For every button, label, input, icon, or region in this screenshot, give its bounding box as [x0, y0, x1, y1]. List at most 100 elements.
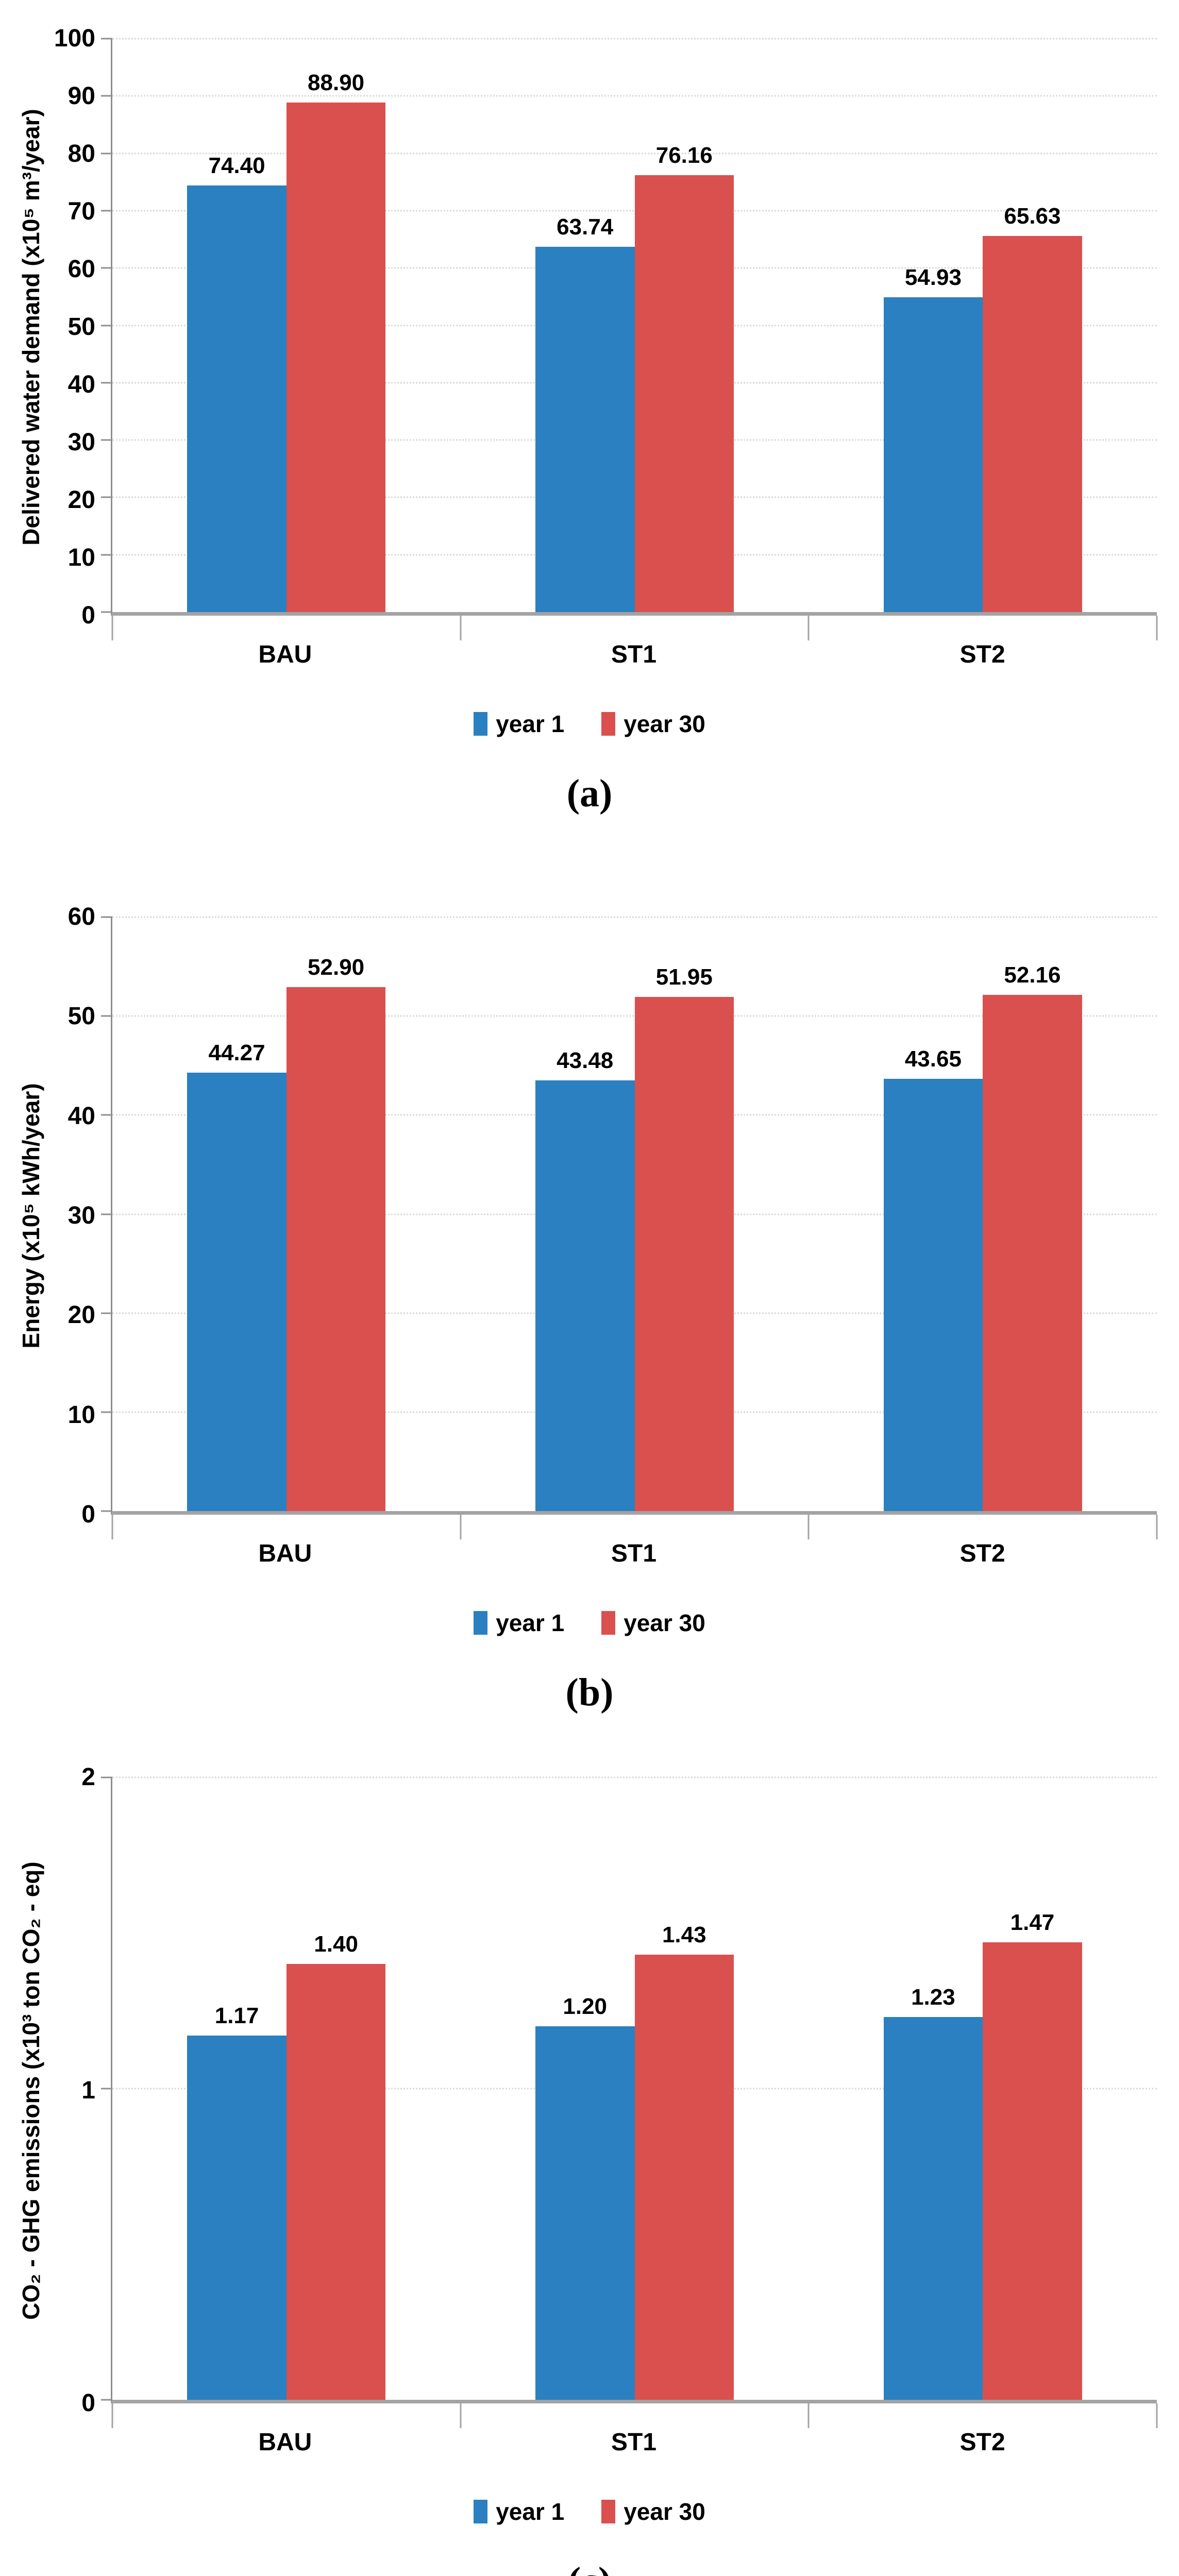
- bar: [187, 2036, 287, 2400]
- chart-c-caption: (c): [0, 2553, 1179, 2576]
- y-tick-mark: [101, 1213, 112, 1215]
- legend-swatch-icon: [601, 2500, 616, 2523]
- y-tick-label: 0: [81, 2389, 95, 2417]
- y-tick-label: 70: [68, 198, 95, 225]
- gridline: [112, 95, 1157, 97]
- y-tick-mark: [101, 1411, 112, 1413]
- y-tick-mark: [101, 1776, 112, 1778]
- x-tick-mark: [807, 616, 810, 640]
- legend-swatch-icon: [601, 1611, 616, 1635]
- y-tick-mark: [101, 2399, 112, 2401]
- x-tick-mark: [807, 1515, 810, 1539]
- chart-b-plot-wrap: Energy (x10⁵ kWh/year) 44.27 52.90 43.48 51…: [18, 905, 1158, 1539]
- bar-group-bau: 74.40 88.90: [112, 39, 461, 612]
- y-tick-label: 10: [68, 1401, 95, 1429]
- legend-swatch-icon: [474, 2500, 488, 2523]
- y-tick-label: 0: [81, 1501, 95, 1528]
- y-tick-mark: [101, 916, 112, 918]
- y-tick-mark: [101, 1114, 112, 1116]
- bar: [535, 2026, 635, 2400]
- legend-item-year-1: year 1: [474, 2498, 564, 2526]
- y-tick-mark: [101, 210, 112, 212]
- bar-value-label: 1.47: [1010, 1910, 1055, 1936]
- chart-b-y-axis-title: Energy (x10⁵ kWh/year): [18, 1083, 44, 1349]
- x-tick-mark: [460, 2403, 462, 2428]
- category-label-st2: ST2: [959, 640, 1005, 668]
- bar-value-label: 76.16: [655, 143, 713, 168]
- chart-c-plot-wrap: CO₂ - GHG emissions (x10³ ton CO₂ - eq) …: [18, 1765, 1158, 2428]
- bar: [983, 235, 1082, 612]
- bar-group-bau: 1.17 1.40: [112, 1777, 461, 2400]
- legend: year 1 year 30: [0, 703, 1179, 744]
- y-tick-mark: [101, 95, 112, 97]
- bar: [286, 987, 386, 1511]
- y-tick-label: 100: [54, 25, 95, 52]
- y-tick-label: 60: [68, 256, 95, 283]
- bar-value-label: 1.20: [563, 1994, 608, 2020]
- y-tick-mark: [101, 1312, 112, 1314]
- y-tick-mark: [101, 382, 112, 384]
- bar-bau-year-30: 88.90: [286, 39, 386, 612]
- bar: [286, 102, 386, 612]
- y-tick-mark: [101, 152, 112, 155]
- bar-st2-year-1: 54.93: [883, 39, 983, 612]
- category-label-st2: ST2: [959, 2428, 1005, 2456]
- bar-st2-year-1: 43.65: [883, 917, 983, 1511]
- legend-swatch-icon: [474, 1611, 488, 1635]
- legend-label: year 1: [496, 710, 565, 737]
- bar-value-label: 1.43: [662, 1922, 706, 1948]
- y-tick-mark: [101, 439, 112, 441]
- bar: [286, 1964, 386, 2400]
- y-tick-mark: [101, 1015, 112, 1017]
- y-tick-label: 80: [68, 140, 95, 167]
- bar-group-st2: 43.65 52.16: [809, 917, 1157, 1511]
- x-tick-mark: [111, 616, 113, 640]
- y-tick-label: 20: [68, 486, 95, 514]
- bar-value-label: 65.63: [1004, 203, 1061, 229]
- bar-value-label: 52.16: [1004, 962, 1061, 988]
- bar: [983, 1942, 1082, 2400]
- bar-st1-year-30: 1.43: [634, 1777, 734, 2400]
- bar-value-label: 1.40: [314, 1931, 358, 1957]
- bar-groups: 44.27 52.90 43.48 51.95 43.65 52.16: [112, 917, 1157, 1511]
- legend-label: year 30: [624, 710, 705, 737]
- category-labels: BAU ST1 ST2: [111, 1515, 1157, 1592]
- category-label-st1: ST1: [611, 640, 657, 668]
- bar-st1-year-1: 43.48: [535, 917, 635, 1511]
- y-tick-label: 20: [68, 1301, 95, 1329]
- legend-item-year-1: year 1: [474, 710, 564, 738]
- bar-value-label: 51.95: [655, 964, 713, 990]
- bar-group-st1: 43.48 51.95: [461, 917, 809, 1511]
- bar-st1-year-1: 1.20: [535, 1777, 635, 2400]
- y-tick-label: 0: [81, 602, 95, 629]
- chart-b-caption: (b): [565, 1670, 614, 1714]
- bar: [187, 185, 287, 612]
- legend: year 1 year 30: [0, 1602, 1179, 1643]
- gridline: [112, 1776, 1157, 1778]
- bar: [634, 996, 734, 1511]
- bar: [187, 1073, 287, 1511]
- bar-bau-year-1: 74.40: [187, 39, 287, 612]
- bar-value-label: 43.65: [904, 1046, 962, 1072]
- category-labels: BAU ST1 ST2: [111, 616, 1157, 693]
- legend-item-year-30: year 30: [601, 710, 705, 738]
- bar-value-label: 44.27: [208, 1040, 265, 1066]
- y-tick-label: 50: [68, 1003, 95, 1030]
- y-tick-mark: [101, 2088, 112, 2090]
- bar-bau-year-1: 44.27: [187, 917, 287, 1511]
- chart-a-y-axis-title: Delivered water demand (x10⁵ m³/year): [18, 109, 44, 546]
- y-tick-label: 1: [81, 2076, 95, 2104]
- legend-item-year-1: year 1: [474, 1609, 564, 1637]
- y-tick-label: 40: [68, 1102, 95, 1130]
- bar: [535, 246, 635, 612]
- y-tick-mark: [101, 325, 112, 326]
- plot-area: 1.17 1.40 1.20 1.43 1.23 1.47: [101, 1776, 1158, 2428]
- bar: [983, 994, 1082, 1511]
- x-tick-mark: [1156, 1515, 1158, 1539]
- category-labels: BAU ST1 ST2: [111, 2403, 1157, 2481]
- bar: [634, 1955, 734, 2400]
- bar-st2-year-1: 1.23: [883, 1777, 983, 2400]
- y-tick-label: 30: [68, 1202, 95, 1229]
- bar-value-label: 43.48: [557, 1048, 614, 1074]
- category-label-bau: BAU: [258, 2428, 312, 2456]
